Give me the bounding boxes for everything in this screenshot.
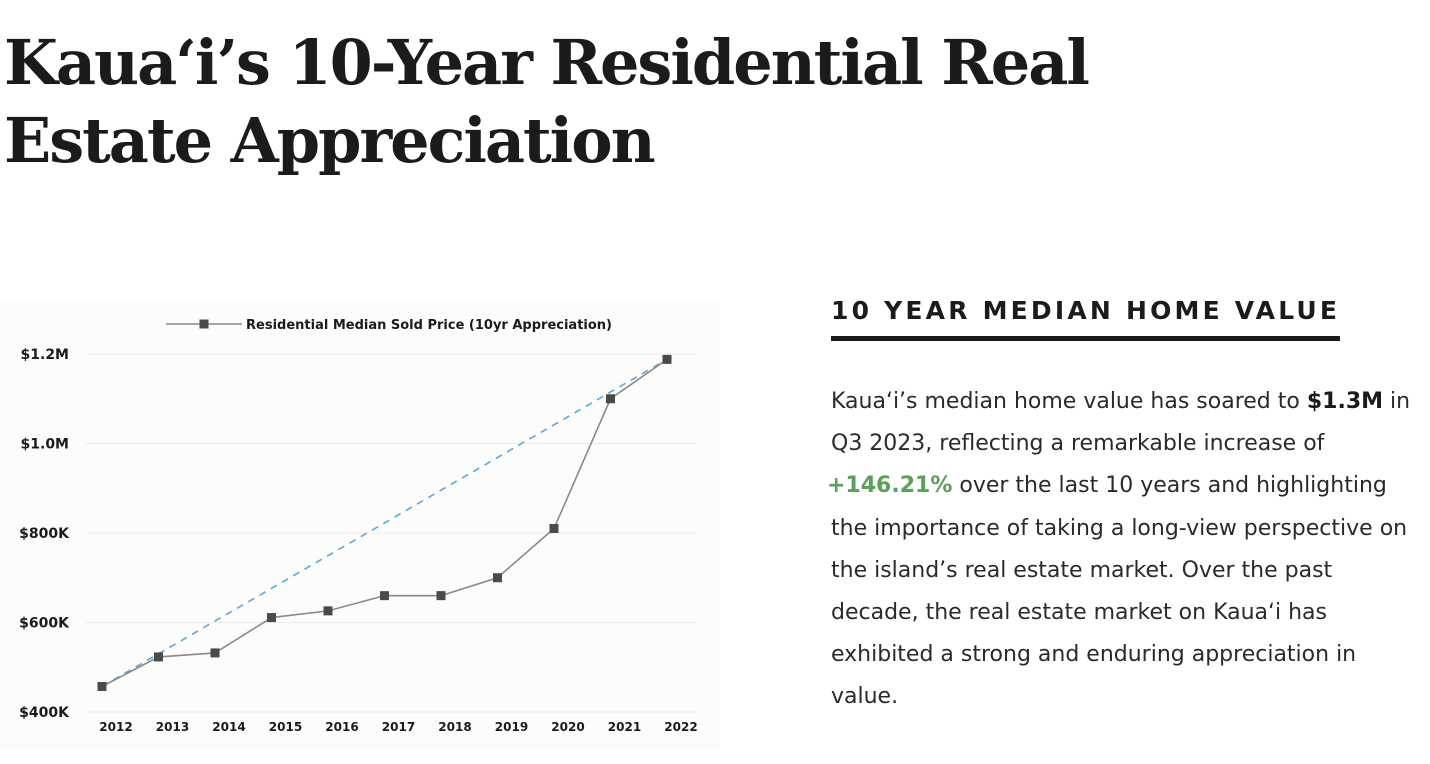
x-tick-label: 2019 bbox=[495, 720, 528, 734]
data-point-marker bbox=[549, 524, 559, 534]
x-tick-label: 2021 bbox=[608, 720, 641, 734]
data-point-marker bbox=[210, 648, 220, 658]
x-tick-label: 2020 bbox=[551, 720, 584, 734]
y-tick-label: $1.0M bbox=[21, 437, 69, 453]
summary-paragraph: Kaua‘i’s median home value has soared to… bbox=[827, 381, 1421, 719]
data-point-marker bbox=[267, 613, 276, 623]
section-heading: 10 YEAR MEDIAN HOME VALUE bbox=[831, 294, 1341, 341]
legend-marker bbox=[199, 319, 209, 329]
y-tick-label: $1.2M bbox=[21, 347, 69, 363]
x-tick-label: 2016 bbox=[325, 720, 358, 734]
x-tick-label: 2013 bbox=[156, 720, 189, 734]
data-point-marker bbox=[436, 591, 446, 601]
summary-text-1: Kaua‘i’s median home value has soared to bbox=[831, 389, 1300, 414]
data-point-marker bbox=[606, 394, 615, 404]
y-axis-ticks: $400K $600K $800K $1.0M $1.2M bbox=[19, 347, 70, 721]
trendline bbox=[101, 358, 668, 688]
summary-text-2: in Q3 2023, reflecting a remarkable incr… bbox=[831, 389, 1411, 457]
line-chart: $400K $600K $800K $1.0M $1.2M 2012 2013 2014 20… bbox=[0, 300, 720, 750]
x-tick-label: 2017 bbox=[382, 720, 415, 734]
data-point-marker bbox=[662, 354, 672, 364]
series-layer bbox=[97, 354, 672, 691]
y-tick-label: $800K bbox=[19, 526, 70, 542]
median-value: $1.3M bbox=[1306, 389, 1384, 414]
data-point-marker bbox=[380, 591, 389, 601]
summary-panel: 10 YEAR MEDIAN HOME VALUE Kaua‘i’s media… bbox=[827, 294, 1421, 719]
legend: Residential Median Sold Price (10yr Appr… bbox=[166, 318, 612, 333]
x-tick-label: 2018 bbox=[438, 720, 471, 734]
x-axis-ticks: 2012 2013 2014 2015 2016 2017 2018 2019 2020 2021… bbox=[99, 720, 697, 734]
data-point-marker bbox=[97, 681, 107, 691]
y-tick-label: $400K bbox=[19, 705, 70, 721]
x-tick-label: 2015 bbox=[269, 720, 302, 734]
trendline-layer bbox=[101, 358, 668, 688]
data-point-marker bbox=[323, 606, 333, 616]
data-point-marker bbox=[154, 652, 163, 662]
chart-svg: $400K$600K$800K$1.0M$1.2M 2012 2013 2014 20… bbox=[19, 318, 698, 734]
x-tick-label: 2014 bbox=[212, 720, 245, 734]
increase-percent: +146.21% bbox=[827, 473, 953, 499]
x-tick-label: 2022 bbox=[664, 720, 697, 734]
data-point-marker bbox=[493, 573, 502, 583]
summary-text-3: over the last 10 years and highlighting … bbox=[831, 473, 1408, 710]
gridlines bbox=[86, 353, 696, 713]
page-title: Kaua‘i’s 10-Year Residential Real Estate… bbox=[4, 26, 1090, 177]
x-tick-label: 2012 bbox=[99, 720, 132, 734]
legend-label: Residential Median Sold Price (10yr Appr… bbox=[246, 318, 612, 333]
y-tick-label: $600K bbox=[19, 616, 70, 632]
